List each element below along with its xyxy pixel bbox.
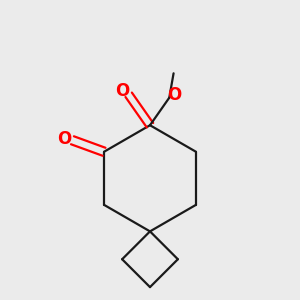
Text: O: O — [167, 86, 182, 104]
Text: O: O — [58, 130, 72, 148]
Text: O: O — [115, 82, 129, 100]
